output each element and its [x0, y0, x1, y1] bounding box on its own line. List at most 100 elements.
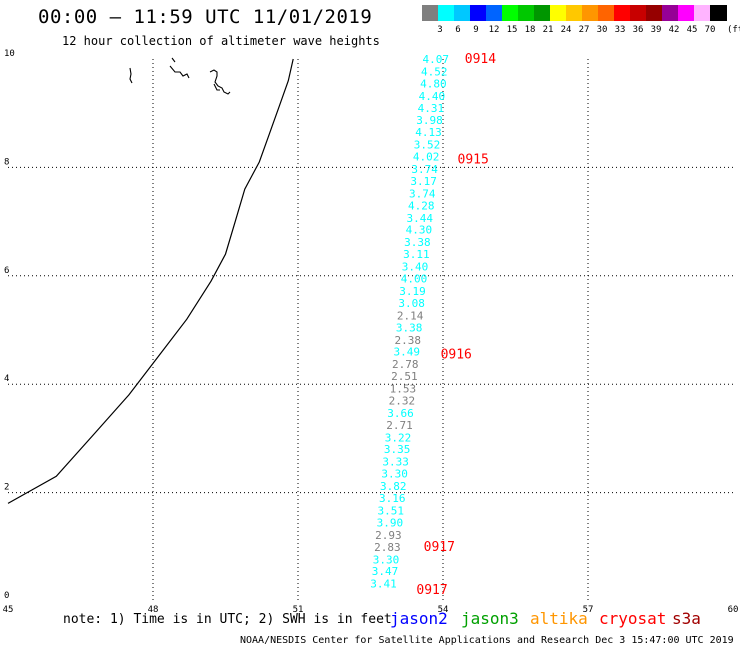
swh-value: 4.13: [415, 126, 442, 139]
swh-value: 3.66: [387, 407, 414, 420]
swh-value: 3.30: [381, 468, 408, 481]
swh-value: 3.44: [407, 212, 434, 225]
swh-value: 3.52: [414, 139, 441, 152]
swh-value: 3.74: [411, 163, 438, 176]
satellite-name-altika: altika: [530, 609, 588, 628]
swh-value: 4.07: [423, 53, 450, 66]
swh-value: 4.28: [408, 199, 435, 212]
legend-label: 6: [455, 25, 461, 35]
legend-swatch: [422, 5, 439, 21]
legend-label: 42: [668, 25, 680, 35]
legend-swatch: [582, 5, 599, 21]
swh-value: 1.53: [390, 383, 417, 396]
legend-label: 3: [437, 25, 443, 35]
legend-swatch: [662, 5, 679, 21]
swh-value: 2.71: [386, 419, 413, 432]
track-time-label: 0917: [424, 540, 455, 555]
swh-value: 3.38: [404, 236, 431, 249]
map-subtitle: 12 hour collection of altimeter wave hei…: [62, 34, 380, 48]
x-tick-label: 57: [583, 605, 594, 615]
swh-value: 3.38: [396, 321, 423, 334]
legend-label: 24: [560, 25, 572, 35]
swh-value: 4.52: [421, 65, 448, 78]
legend-unit: (ft): [727, 25, 740, 35]
legend-label: 39: [650, 25, 662, 35]
track-time-label: 0916: [441, 347, 472, 362]
legend-swatch: [454, 5, 471, 21]
legend-label: 21: [542, 25, 554, 35]
swh-value: 3.49: [394, 346, 421, 359]
y-tick-label: 4: [4, 374, 9, 384]
y-tick-label: 10: [4, 49, 15, 59]
swh-value: 4.31: [418, 102, 445, 115]
legend-label: 15: [506, 25, 518, 35]
legend-swatch: [598, 5, 615, 21]
legend-label: 70: [704, 25, 716, 35]
x-tick-label: 48: [148, 605, 159, 615]
legend-swatch: [518, 5, 535, 21]
swh-value: 3.74: [409, 187, 436, 200]
swh-value: 3.82: [380, 480, 407, 493]
coastline: [7, 58, 294, 504]
note-text: note: 1) Time is in UTC; 2) SWH is in fe…: [63, 612, 392, 627]
satellite-name-s3a: s3a: [672, 609, 701, 628]
legend-swatch: [534, 5, 551, 21]
y-tick-label: 8: [4, 157, 9, 167]
legend-label: 30: [596, 25, 608, 35]
legend-swatch: [646, 5, 663, 21]
satellite-name-jason3: jason3: [461, 609, 519, 628]
swh-value: 3.19: [399, 285, 426, 298]
swh-value: 4.02: [413, 151, 440, 164]
swh-value: 3.30: [373, 553, 400, 566]
map-grid: [8, 59, 733, 601]
island-middle: [169, 57, 190, 79]
island-left: [129, 67, 133, 84]
swh-value: 3.17: [410, 175, 437, 188]
swh-value: 2.51: [391, 370, 418, 383]
swh-value: 3.35: [384, 443, 411, 456]
swh-value: 3.51: [378, 504, 405, 517]
swh-value: 2.32: [389, 394, 416, 407]
legend-label: 18: [524, 25, 536, 35]
track-time-label: 0914: [465, 52, 496, 67]
legend-label: 9: [473, 25, 479, 35]
legend-swatch: [486, 5, 503, 21]
legend-swatch: [710, 5, 727, 21]
satellite-name-cryosat: cryosat: [599, 609, 667, 628]
legend-swatch: [550, 5, 567, 21]
wave-height-measurements: 4.074.524.804.404.313.984.133.524.023.74…: [370, 53, 449, 591]
y-tick-label: 6: [4, 266, 9, 276]
track-time-labels: 0914 0915 0916 0917 0917: [416, 52, 496, 598]
x-tick-label: 51: [293, 605, 304, 615]
legend-swatch: [694, 5, 711, 21]
swh-value: 3.47: [372, 565, 399, 578]
legend-label: 12: [488, 25, 500, 35]
swh-value: 4.00: [401, 273, 428, 286]
x-tick-label: 45: [3, 605, 14, 615]
map-title: 00:00 – 11:59 UTC 11/01/2019: [38, 6, 373, 28]
y-tick-label: 2: [4, 483, 9, 493]
swh-value: 3.98: [416, 114, 443, 127]
swh-value: 3.22: [385, 431, 412, 444]
swh-value: 3.90: [377, 516, 404, 529]
track-time-label: 0917: [416, 583, 447, 598]
island-right: [209, 69, 231, 95]
islands: [129, 57, 231, 95]
axis-ticks: 45 48 51 54 57 60 10 8 6 4 2 0: [3, 49, 739, 615]
legend-swatch: [630, 5, 647, 21]
legend-swatch: [614, 5, 631, 21]
legend-swatch: [438, 5, 455, 21]
legend-label: 36: [632, 25, 644, 35]
y-tick-label: 0: [4, 591, 9, 601]
legend-swatch: [678, 5, 695, 21]
footer-credit: NOAA/NESDIS Center for Satellite Applica…: [240, 635, 734, 646]
swh-value: 2.14: [397, 309, 424, 322]
track-time-label: 0915: [458, 152, 489, 167]
swh-value: 2.38: [394, 334, 421, 347]
swh-value: 2.83: [374, 541, 401, 554]
x-tick-label: 60: [728, 605, 739, 615]
legend-swatch: [566, 5, 583, 21]
legend-label: 45: [686, 25, 698, 35]
satellite-name-jason2: jason2: [390, 609, 448, 628]
swh-value: 3.41: [370, 578, 397, 591]
